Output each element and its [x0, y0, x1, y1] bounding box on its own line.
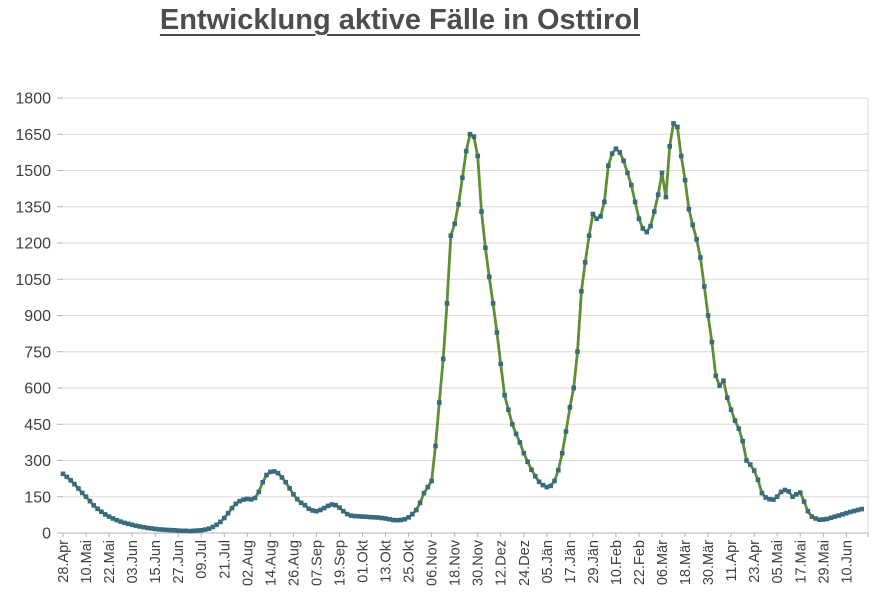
- y-tick-label: 1650: [15, 127, 51, 144]
- x-tick-label: 01.Okt: [356, 540, 372, 583]
- x-tick-label: 28.Apr: [56, 540, 72, 583]
- y-tick-label: 750: [24, 344, 51, 361]
- x-tick-label: 23.Apr: [747, 540, 763, 583]
- x-tick-label: 19.Sep: [332, 540, 348, 586]
- x-tick-label: 17.Jän: [563, 540, 579, 584]
- x-tick-label: 29.Mai: [816, 540, 832, 584]
- x-tick-label: 10.Jun: [839, 540, 855, 584]
- x-tick-label: 10.Feb: [609, 540, 625, 585]
- x-tick-label: 02.Aug: [240, 540, 256, 586]
- x-tick-label: 18.Mär: [678, 540, 694, 585]
- y-tick-label: 450: [24, 417, 51, 434]
- x-tick-label: 14.Aug: [263, 540, 279, 586]
- x-tick-label: 07.Sep: [309, 540, 325, 586]
- x-tick-label: 18.Nov: [448, 539, 464, 586]
- gridlines: [63, 97, 869, 533]
- x-tick-label: 05.Mai: [770, 540, 786, 584]
- x-tick-label: 22.Feb: [632, 540, 648, 585]
- x-tick-label: 12.Dez: [494, 540, 510, 586]
- y-tick-label: 300: [24, 453, 51, 470]
- y-tick-label: 0: [42, 526, 51, 543]
- y-tick-label: 1200: [15, 236, 51, 253]
- y-tick-label: 1350: [15, 199, 51, 216]
- x-tick-label: 22.Mai: [102, 540, 118, 584]
- x-tick-label: 06.Mär: [655, 540, 671, 585]
- x-tick-label: 17.Mai: [793, 540, 809, 584]
- x-tick-label: 13.Okt: [379, 540, 395, 583]
- series-markers: [60, 121, 864, 534]
- y-tick-label: 150: [24, 489, 51, 506]
- x-tick-label: 15.Jun: [148, 540, 164, 584]
- x-tick-label: 21.Jul: [217, 540, 233, 579]
- y-tick-label: 600: [24, 381, 51, 398]
- x-tick-label: 06.Nov: [425, 539, 441, 586]
- x-tick-label: 30.Nov: [471, 539, 487, 586]
- x-tick-label: 25.Okt: [402, 540, 418, 583]
- series-line: [61, 122, 864, 533]
- x-tick-label: 11.Apr: [724, 540, 740, 582]
- y-tick-label: 900: [24, 308, 51, 325]
- x-tick-label: 05.Jän: [540, 540, 556, 584]
- x-tick-label: 27.Jun: [171, 540, 187, 584]
- x-tick-label: 03.Jun: [125, 540, 141, 584]
- x-tick-label: 26.Aug: [286, 540, 302, 586]
- chart-title: Entwicklung aktive Fälle in Osttirol: [159, 4, 641, 36]
- x-tick-label: 10.Mai: [79, 540, 95, 584]
- x-axis-labels: 28.Apr 10.Mai 22.Mai 03.Jun 15.Jun 27.Jun 09.J…: [56, 533, 869, 586]
- y-tick-label: 1050: [15, 272, 51, 289]
- x-tick-label: 09.Jul: [194, 540, 210, 579]
- x-tick-label: 24.Dez: [517, 540, 533, 586]
- y-axis-labels: 0 150 300 450 600 750 900 1050 1200 1350 1500 1650 1…: [15, 91, 63, 543]
- x-tick-label: 30.Mär: [701, 540, 717, 585]
- y-tick-label: 1500: [15, 163, 51, 180]
- x-tick-label: 29.Jän: [586, 540, 602, 584]
- y-tick-label: 1800: [15, 91, 51, 108]
